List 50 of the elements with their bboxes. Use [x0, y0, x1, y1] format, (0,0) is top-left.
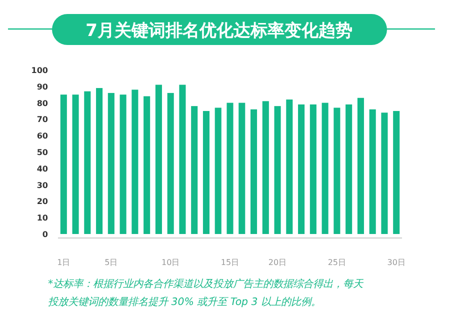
x-tick-label: 5日	[104, 258, 118, 267]
y-tick-label: 40	[36, 164, 48, 174]
y-tick-label: 80	[36, 98, 48, 108]
x-tick-label: 1日	[57, 258, 70, 267]
bar	[393, 111, 400, 234]
bar	[202, 111, 210, 234]
x-tick-label: 20日	[268, 258, 287, 267]
bar	[84, 91, 91, 234]
bar	[96, 88, 103, 234]
bar	[108, 92, 114, 234]
x-tick-label: 10日	[161, 258, 180, 267]
bar	[262, 101, 269, 234]
bar	[60, 94, 67, 234]
bar	[357, 98, 364, 234]
bar	[310, 104, 316, 234]
chart-title: 7月关键词排名优化达标率变化趋势	[86, 21, 352, 41]
bar	[250, 109, 258, 234]
y-tick-label: 30	[36, 180, 48, 190]
bar	[274, 106, 281, 234]
bar	[132, 90, 138, 234]
bar	[179, 84, 186, 234]
bar	[144, 96, 150, 234]
x-tick-label: 25日	[328, 258, 346, 267]
bar	[238, 102, 246, 234]
y-tick-label: 20	[36, 197, 48, 206]
text: *达标率：根据行业内各合作渠道以及投放广告主的数据综合得出，每天	[48, 278, 364, 290]
bar	[334, 108, 340, 234]
y-tick-label: 90	[36, 82, 48, 92]
y-tick-label: 10	[36, 214, 48, 223]
bar	[369, 109, 376, 234]
bar	[286, 100, 293, 234]
bar	[167, 92, 174, 234]
y-tick-label: 0	[42, 230, 48, 239]
x-tick-label: 30日	[387, 258, 406, 267]
bar	[298, 104, 305, 234]
bar	[322, 102, 328, 234]
bar	[346, 104, 352, 234]
bar	[72, 94, 79, 234]
bar	[381, 112, 388, 234]
y-tick-label: 100	[31, 66, 48, 75]
bar	[214, 108, 222, 234]
y-tick-label: 60	[36, 132, 48, 141]
bar	[120, 94, 126, 234]
y-tick-label: 50	[36, 148, 48, 157]
y-tick-label: 70	[36, 115, 48, 124]
text: 投放关键词的数量排名提升 30% 或升至 Top 3 以上的比例。	[48, 296, 321, 308]
x-tick-label: 15日	[220, 258, 240, 267]
bar	[191, 106, 198, 234]
bar	[155, 84, 162, 234]
bar	[226, 102, 234, 234]
